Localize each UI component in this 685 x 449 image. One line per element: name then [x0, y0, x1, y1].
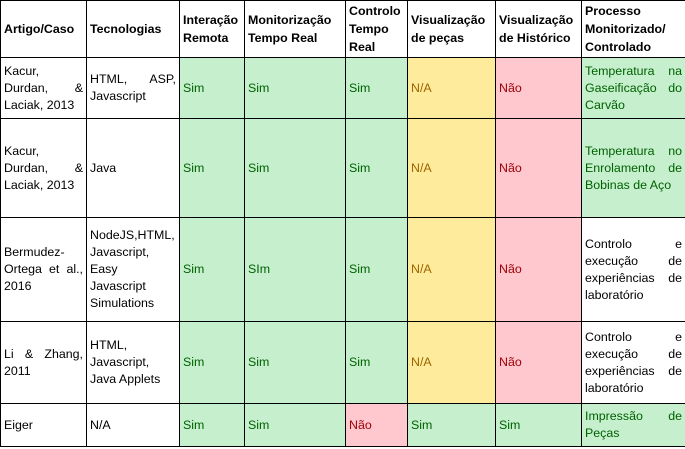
table-row: Bermudez-Ortega et al., 2016 NodeJS,HTML…	[0, 217, 685, 322]
cell-interacao: Sim	[179, 403, 245, 447]
header-monitorizacao: Monitorização Tempo Real	[244, 0, 346, 58]
cell-tecnologias: Java	[86, 118, 180, 218]
cell-processo: Temperatura na Gaseificação do Carvão	[581, 57, 685, 119]
cell-artigo: Eiger	[0, 403, 87, 447]
cell-processo: Temperatura no Enrolamento de Bobinas de…	[581, 118, 685, 218]
cell-controlo: Sim	[345, 118, 408, 218]
cell-monitorizacao: SIm	[244, 217, 346, 322]
cell-processo: Controlo e execução de experiências de l…	[581, 217, 685, 322]
cell-controlo: Sim	[345, 321, 408, 404]
cell-pecas: Sim	[407, 403, 496, 447]
header-processo: Processo Monitorizado/ Controlado	[581, 0, 685, 58]
cell-historico: Não	[495, 217, 582, 322]
cell-interacao: Sim	[179, 118, 245, 218]
cell-pecas: N/A	[407, 217, 496, 322]
cell-tecnologias: NodeJS,HTML, Javascript, Easy Javascript…	[86, 217, 180, 322]
cell-controlo: Sim	[345, 57, 408, 119]
cell-pecas: N/A	[407, 118, 496, 218]
cell-historico: Sim	[495, 403, 582, 447]
cell-controlo: Sim	[345, 217, 408, 322]
cell-processo: Controlo e execução de experiências de l…	[581, 321, 685, 404]
header-controlo: Controlo Tempo Real	[345, 0, 408, 58]
cell-monitorizacao: Sim	[244, 403, 346, 447]
header-historico: Visualização de Histórico	[495, 0, 582, 58]
cell-tecnologias: N/A	[86, 403, 180, 447]
cell-artigo: Li & Zhang, 2011	[0, 321, 87, 404]
cell-tecnologias: HTML, Javascript, Java Applets	[86, 321, 180, 404]
table-row: Kacur, Durdan, & Laciak, 2013 Java Sim S…	[0, 118, 685, 218]
cell-tecnologias: HTML, ASP, Javascript	[86, 57, 180, 119]
header-pecas: Visualização de peças	[407, 0, 496, 58]
cell-interacao: Sim	[179, 321, 245, 404]
cell-pecas: N/A	[407, 321, 496, 404]
cell-pecas: N/A	[407, 57, 496, 119]
cell-interacao: Sim	[179, 217, 245, 322]
cell-artigo: Bermudez-Ortega et al., 2016	[0, 217, 87, 322]
table-row: Li & Zhang, 2011 HTML, Javascript, Java …	[0, 321, 685, 404]
header-row: Artigo/Caso Tecnologias Interação Remota…	[0, 0, 685, 58]
cell-historico: Não	[495, 118, 582, 218]
cell-artigo: Kacur, Durdan, & Laciak, 2013	[0, 118, 87, 218]
header-tecnologias: Tecnologias	[86, 0, 180, 58]
table-row: Kacur, Durdan, & Laciak, 2013 HTML, ASP,…	[0, 57, 685, 119]
cell-monitorizacao: Sim	[244, 57, 346, 119]
header-artigo: Artigo/Caso	[0, 0, 87, 58]
cell-monitorizacao: Sim	[244, 118, 346, 218]
cell-artigo: Kacur, Durdan, & Laciak, 2013	[0, 57, 87, 119]
table-row: Eiger N/A Sim Sim Não Sim Sim Impressão …	[0, 403, 685, 447]
cell-processo: Impressão de Peças	[581, 403, 685, 447]
cell-historico: Não	[495, 321, 582, 404]
header-interacao: Interação Remota	[179, 0, 245, 58]
cell-controlo: Não	[345, 403, 408, 447]
cell-interacao: Sim	[179, 57, 245, 119]
cell-monitorizacao: Sim	[244, 321, 346, 404]
cell-historico: Não	[495, 57, 582, 119]
